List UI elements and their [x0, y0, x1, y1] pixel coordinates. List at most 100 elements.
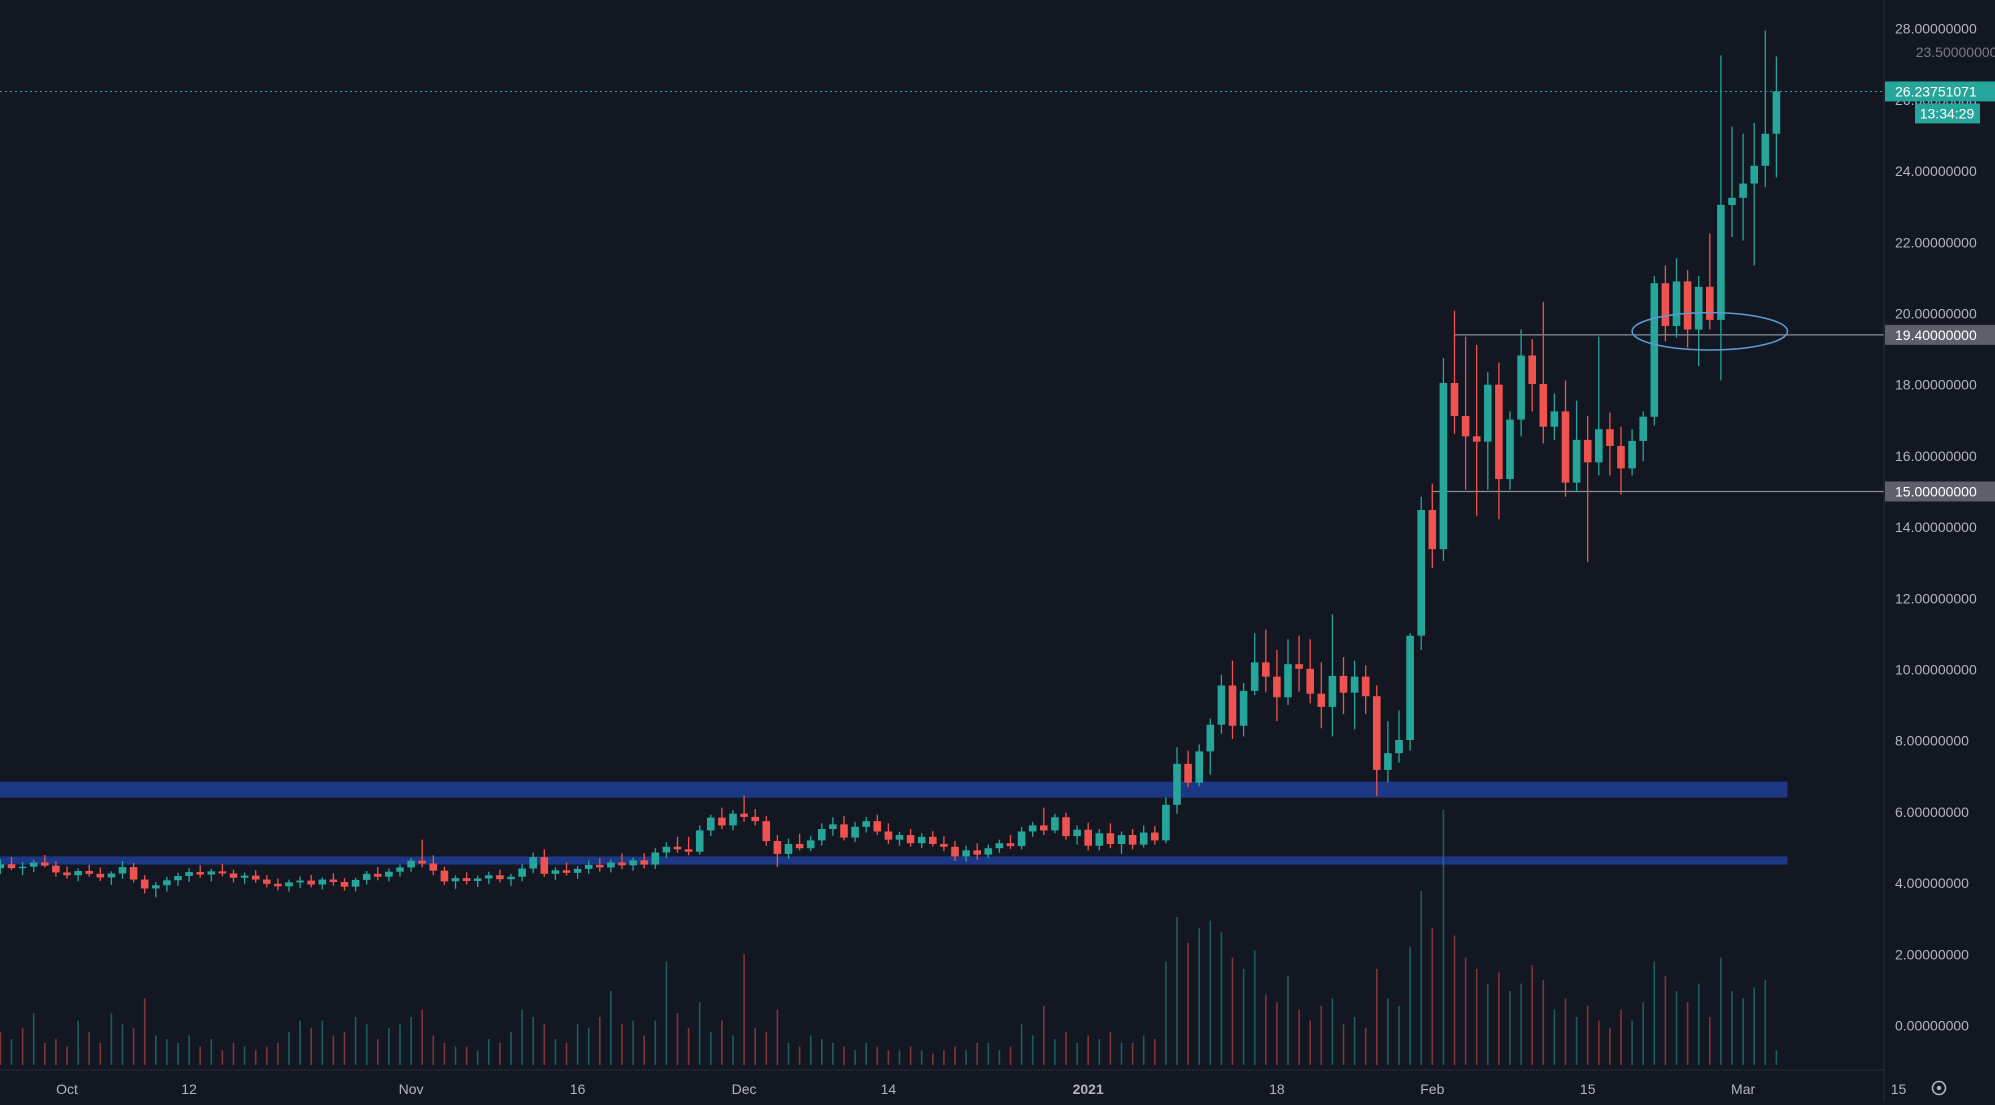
candle	[1439, 382, 1448, 550]
candle	[1306, 668, 1314, 694]
volume-bar	[1309, 1020, 1311, 1065]
volume-bar	[354, 1016, 357, 1065]
volume-bar	[643, 1035, 645, 1065]
volume-bar	[1198, 928, 1200, 1065]
volume-bar	[1398, 1005, 1400, 1065]
volume-bar	[288, 1031, 290, 1065]
volume-bar	[710, 1031, 712, 1065]
volume-bar	[1697, 983, 1700, 1065]
candle	[507, 876, 515, 880]
volume-bar	[809, 1035, 812, 1065]
volume-bar	[898, 1050, 901, 1065]
candle	[1217, 685, 1226, 725]
volume-bar	[1542, 979, 1545, 1065]
candle	[218, 871, 227, 874]
candle	[962, 850, 970, 857]
candle	[1106, 833, 1115, 844]
candle	[1062, 817, 1070, 837]
volume-bar	[987, 1042, 990, 1065]
volume-bar	[1764, 979, 1767, 1065]
candle	[1195, 751, 1203, 783]
time-tick-label: 15	[1580, 1081, 1596, 1097]
volume-bar	[1387, 998, 1389, 1065]
volume-bar	[1520, 983, 1522, 1065]
volume-bar	[510, 1031, 512, 1065]
candle	[829, 824, 837, 829]
last-price-label-bg	[1885, 81, 1995, 102]
volume-bar	[1364, 1028, 1367, 1065]
candle	[1606, 429, 1614, 446]
axis-labels: 19.40000000 15.00000000 26.23751071 13:34:2…	[1885, 81, 1995, 502]
time-tick-label: Dec	[732, 1081, 757, 1097]
candle	[185, 872, 193, 876]
candle	[1506, 419, 1514, 480]
volume-bar	[1353, 1016, 1356, 1065]
candle	[618, 862, 626, 866]
candle	[673, 846, 682, 850]
candle	[1284, 664, 1292, 698]
candle	[118, 867, 127, 874]
candle	[1117, 835, 1126, 844]
price-tick-label: 10.00000000	[1895, 662, 1977, 678]
price-tick-label: 20.00000000	[1895, 306, 1977, 322]
candle	[240, 875, 249, 878]
candle	[496, 875, 504, 880]
candle	[917, 836, 926, 844]
settings-button[interactable]	[1931, 1080, 1947, 1096]
candle	[1639, 416, 1647, 441]
candle	[163, 880, 171, 886]
candle	[1339, 675, 1348, 693]
candle	[129, 867, 138, 880]
candle	[0, 864, 5, 869]
volume-bar	[1709, 1016, 1711, 1065]
volume-bar	[1609, 1028, 1611, 1065]
candle	[374, 873, 382, 877]
countdown-label: 13:34:29	[1920, 105, 1975, 121]
zones	[0, 781, 1788, 865]
volume-bar	[776, 1009, 779, 1065]
volume-bars	[0, 809, 1778, 1065]
price-tick-label: 16.00000000	[1895, 448, 1977, 464]
volume-bar	[1575, 1016, 1578, 1065]
candle	[1550, 411, 1559, 427]
volume-bar	[743, 954, 745, 1065]
candle	[140, 879, 149, 889]
volume-bar	[488, 1039, 490, 1065]
candle	[285, 882, 293, 887]
candle	[340, 882, 349, 887]
volume-bar	[832, 1042, 834, 1065]
time-tick-label: 15	[1891, 1081, 1907, 1097]
volume-bar	[1165, 961, 1167, 1065]
candle	[1406, 635, 1414, 740]
volume-bar	[1620, 1009, 1622, 1065]
price-tick-label: 2.00000000	[1895, 946, 1969, 962]
candle	[940, 843, 948, 847]
candle	[1361, 676, 1370, 697]
volume-bar	[676, 1013, 679, 1065]
candle	[1295, 664, 1303, 669]
volume-bar	[1431, 928, 1434, 1065]
candle	[440, 870, 449, 882]
candle	[1728, 197, 1736, 205]
volume-bar	[554, 1039, 557, 1065]
volume-bar	[121, 1024, 124, 1065]
candle	[707, 817, 715, 831]
volume-bar	[221, 1050, 224, 1065]
measure-info: 23.50000000 (783.33%) 2350000000	[1916, 44, 1995, 60]
time-tick-label: Nov	[399, 1081, 424, 1097]
price-tick-label: 4.00000000	[1895, 875, 1969, 891]
candle	[1450, 382, 1459, 417]
candle	[884, 831, 893, 840]
last-price-label: 26.23751071	[1895, 83, 1977, 99]
gear-icon[interactable]	[1931, 1080, 1947, 1096]
time-tick-label: Oct	[56, 1081, 78, 1097]
candle	[1350, 676, 1359, 693]
volume-bar	[954, 1046, 956, 1065]
price-tick-label: 0.00000000	[1895, 1018, 1969, 1034]
volume-bar	[188, 1035, 190, 1065]
level-15-label: 15.00000000	[1895, 484, 1977, 500]
volume-bar	[998, 1050, 1001, 1065]
